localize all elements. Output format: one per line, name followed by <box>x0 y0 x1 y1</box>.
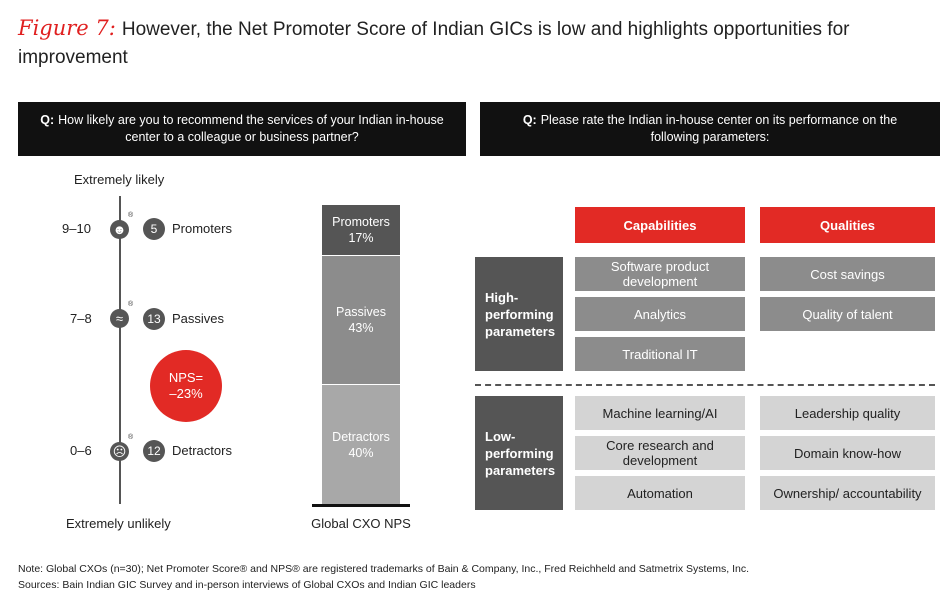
bar-segment-promoters: Promoters 17% <box>322 205 400 256</box>
registered-mark: ® <box>128 212 134 219</box>
figure-title-text: However, the Net Promoter Score of India… <box>18 19 850 68</box>
left-question-text: How likely are you to recommend the serv… <box>58 113 444 144</box>
row-label-line: performing <box>485 306 554 322</box>
figure-label: Figure 7: <box>18 16 116 40</box>
high-capability-cell: Software product development <box>575 257 745 291</box>
low-quality-cell: Ownership/ accountability <box>760 476 935 510</box>
bar-segment-value: 40% <box>348 446 374 460</box>
registered-mark: ® <box>128 301 134 308</box>
detractors-count-badge: 12 <box>143 440 165 462</box>
capabilities-header: Capabilities <box>575 207 745 243</box>
passives-count-badge: 13 <box>143 308 165 330</box>
high-capability-cell: Traditional IT <box>575 337 745 371</box>
bar-segment-name: Passives <box>335 305 387 319</box>
nps-value: –23% <box>169 386 203 401</box>
page-title: Figure 7: However, the Net Promoter Score… <box>18 14 938 72</box>
qualities-header: Qualities <box>760 207 935 243</box>
nps-stacked-bar: Promoters 17% Passives 43% Detractors 40% <box>322 205 400 505</box>
row-label-line: parameters <box>485 462 556 478</box>
bar-baseline <box>312 504 410 507</box>
promoter-smile-icon: ☻ <box>110 220 129 239</box>
bar-segment-name: Promoters <box>332 215 390 229</box>
high-quality-cell: Quality of talent <box>760 297 935 331</box>
scale-top-label: Extremely likely <box>74 172 165 187</box>
bar-segment-detractors: Detractors 40% <box>322 385 400 505</box>
scale-axis-line <box>119 196 121 504</box>
bar-segment-passives: Passives 43% <box>322 256 400 385</box>
promoters-range: 9–10 <box>62 221 91 236</box>
low-capability-cell: Machine learning/AI <box>575 396 745 430</box>
nps-label: NPS= <box>168 370 204 385</box>
bar-segment-name: Detractors <box>332 430 390 444</box>
high-capability-cell: Analytics <box>575 297 745 331</box>
registered-mark: ® <box>128 434 134 441</box>
right-question-box: Q: Please rate the Indian in-house center… <box>480 102 940 156</box>
footnote: Note: Global CXOs (n=30); Net Promoter S… <box>18 563 750 575</box>
detractors-label: Detractors <box>172 443 232 458</box>
low-capability-cell: Automation <box>575 476 745 510</box>
passives-range: 7–8 <box>70 311 92 326</box>
low-quality-cell: Domain know-how <box>760 436 935 470</box>
bar-segment-value: 17% <box>348 231 374 245</box>
detractors-range: 0–6 <box>70 443 92 458</box>
right-question-prefix: Q: <box>522 113 537 127</box>
scale-bottom-label: Extremely unlikely <box>66 516 171 531</box>
high-performing-label: High- performing parameters <box>475 257 563 371</box>
bar-category-label: Global CXO NPS <box>311 516 411 531</box>
nps-circle: NPS= –23% <box>150 350 222 422</box>
passive-neutral-face-icon: ≈ <box>110 309 129 328</box>
low-performing-label: Low- performing parameters <box>475 396 563 510</box>
promoters-count-badge: 5 <box>143 218 165 240</box>
right-question-text: Please rate the Indian in-house center o… <box>540 113 898 144</box>
low-capability-cell: Core research and development <box>575 436 745 470</box>
left-question-prefix: Q: <box>40 113 55 127</box>
passives-label: Passives <box>172 311 225 326</box>
row-label-line: parameters <box>485 323 556 339</box>
detractor-frown-icon: ☹ <box>110 442 129 461</box>
low-quality-cell: Leadership quality <box>760 396 935 430</box>
bar-segment-value: 43% <box>348 321 374 335</box>
row-label-line: Low- <box>485 428 516 444</box>
row-label-line: performing <box>485 445 554 461</box>
promoters-label: Promoters <box>172 221 232 236</box>
dashed-divider <box>475 384 935 386</box>
high-quality-cell: Cost savings <box>760 257 935 291</box>
row-label-line: High- <box>485 289 519 305</box>
left-question-box: Q: How likely are you to recommend the se… <box>18 102 466 156</box>
sources-note: Sources: Bain Indian GIC Survey and in-p… <box>18 579 476 591</box>
